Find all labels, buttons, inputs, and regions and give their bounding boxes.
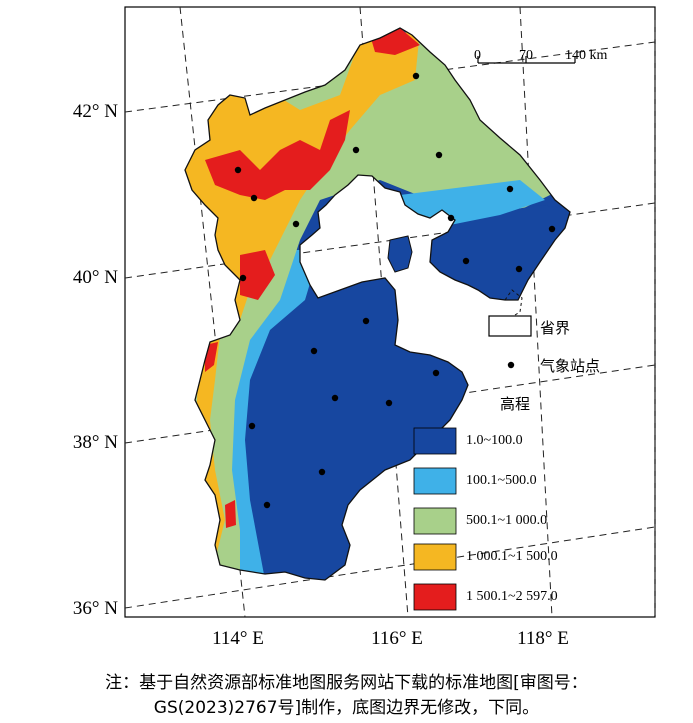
legend-class-4: 1 000.1~1 500.0: [466, 549, 558, 564]
weather-stations: [234, 72, 556, 509]
lat-label-42: 42° N: [72, 101, 118, 122]
station-point: [462, 257, 470, 265]
scale-label-0: 0: [474, 48, 481, 63]
station-point: [250, 194, 258, 202]
meridian-118: [519, 6, 553, 618]
lat-label-40: 40° N: [72, 267, 118, 288]
legend-class-5: 1 500.1~2 597.0: [466, 589, 558, 604]
legend-swatch-5: [413, 583, 457, 611]
scale-label-140: 140 km: [565, 48, 608, 63]
legend-swatch-3: [413, 507, 457, 535]
legend-swatch-1: [413, 427, 457, 455]
station-point: [447, 214, 455, 222]
enclave-region: [387, 235, 413, 273]
station-point: [239, 274, 247, 282]
parallel-36: [124, 526, 656, 609]
legend-boundary-label: 省界: [540, 319, 571, 337]
station-point: [352, 146, 360, 154]
station-point: [432, 369, 440, 377]
footnote-line-1: 注：基于自然资源部标准地图服务网站下载的标准地图[审图号：: [105, 673, 588, 693]
station-point: [385, 399, 393, 407]
station-point: [331, 394, 339, 402]
legend-boundary-swatch: [488, 315, 532, 337]
lat-label-36: 36° N: [72, 598, 118, 619]
station-point: [506, 185, 514, 193]
station-point: [548, 225, 556, 233]
hebei-boundary: [184, 27, 571, 581]
station-point: [318, 468, 326, 476]
station-point: [362, 317, 370, 325]
legend-elevation-title: 高程: [500, 395, 531, 413]
legend-station-symbol: [507, 361, 515, 369]
legend-station-label: 气象站点: [540, 357, 601, 375]
legend-swatch-4: [413, 543, 457, 571]
meridian-114: [179, 6, 246, 618]
lon-label-114: 114° E: [212, 628, 264, 649]
lon-label-118: 118° E: [517, 628, 569, 649]
station-point: [263, 501, 271, 509]
station-point: [234, 166, 242, 174]
lat-label-38: 38° N: [72, 432, 118, 453]
lon-label-116: 116° E: [371, 628, 423, 649]
station-point: [248, 422, 256, 430]
station-point: [310, 347, 318, 355]
legend-class-2: 100.1~500.0: [466, 473, 537, 488]
footnote-line-2: GS(2023)2767号]制作，底图边界无修改，下同。: [153, 698, 540, 718]
station-point: [515, 265, 523, 273]
station-point: [412, 72, 420, 80]
station-point: [435, 151, 443, 159]
coastline: [504, 289, 523, 319]
legend-class-1: 1.0~100.0: [466, 433, 523, 448]
scale-label-70: 70: [519, 48, 533, 63]
legend-class-3: 500.1~1 000.0: [466, 513, 548, 528]
station-point: [292, 220, 300, 228]
legend-swatch-2: [413, 467, 457, 495]
scale-bar: [477, 56, 576, 64]
